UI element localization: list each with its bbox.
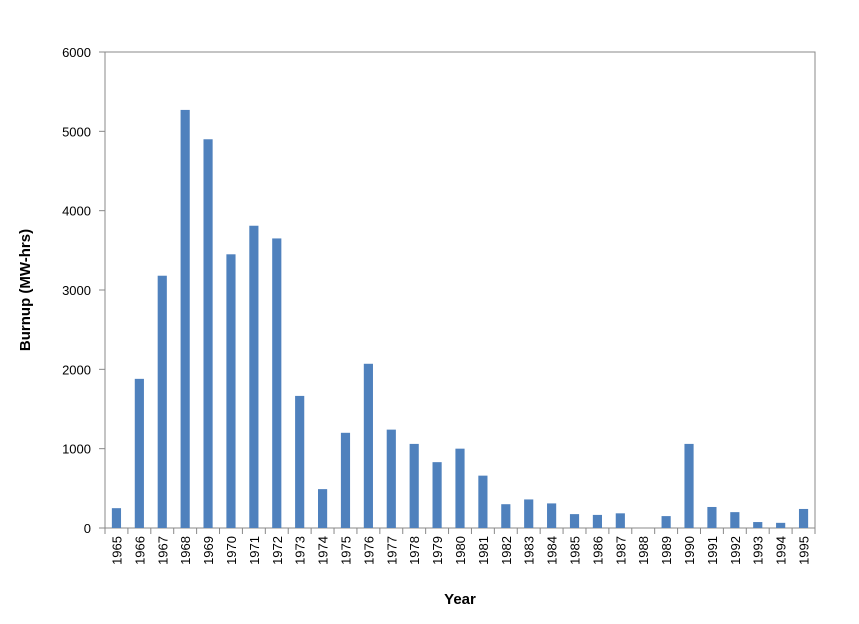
x-tick-label: 1995: [797, 536, 812, 565]
bar: [295, 395, 305, 528]
x-tick-label: 1994: [774, 536, 789, 565]
y-tick-label: 6000: [62, 45, 91, 60]
x-tick-label: 1971: [247, 536, 262, 565]
y-tick-label: 2000: [62, 362, 91, 377]
x-tick-label: 1989: [659, 536, 674, 565]
x-axis-title: Year: [444, 591, 476, 608]
bar: [615, 513, 625, 528]
bar: [547, 503, 557, 528]
y-tick-label: 4000: [62, 204, 91, 219]
bar: [318, 489, 328, 528]
x-tick-label: 1985: [568, 536, 583, 565]
bar: [524, 499, 534, 528]
bar: [157, 275, 167, 528]
x-tick-label: 1974: [316, 536, 331, 565]
bar: [776, 522, 786, 528]
bar: [409, 443, 419, 528]
x-tick-label: 1978: [407, 536, 422, 565]
bar: [455, 448, 465, 528]
bar: [501, 504, 511, 528]
y-tick-label: 3000: [62, 283, 91, 298]
x-tick-label: 1983: [522, 536, 537, 565]
bar: [340, 432, 351, 528]
bar: [707, 506, 717, 528]
x-tick-label: 1981: [476, 536, 491, 565]
bar: [363, 363, 373, 528]
bar: [203, 139, 213, 528]
x-tick-label: 1980: [453, 536, 468, 565]
x-tick-label: 1992: [728, 536, 743, 565]
bar: [478, 475, 488, 528]
bar: [272, 238, 282, 528]
x-tick-label: 1987: [613, 536, 628, 565]
x-tick-label: 1991: [705, 536, 720, 565]
x-tick-label: 1970: [224, 536, 239, 565]
x-tick-label: 1979: [430, 536, 445, 565]
x-tick-label: 1965: [109, 536, 124, 565]
x-tick-label: 1968: [178, 536, 193, 565]
bar: [432, 462, 442, 528]
y-tick-label: 1000: [62, 442, 91, 457]
bar: [180, 109, 190, 528]
x-tick-label: 1990: [682, 536, 697, 565]
bar: [134, 378, 144, 528]
x-tick-label: 1973: [293, 536, 308, 565]
bar: [249, 225, 259, 529]
y-tick-label: 5000: [62, 124, 91, 139]
x-tick-label: 1966: [132, 536, 147, 565]
x-tick-label: 1982: [499, 536, 514, 565]
x-tick-label: 1969: [201, 536, 216, 565]
x-tick-label: 1976: [361, 536, 376, 565]
x-tick-label: 1986: [590, 536, 605, 565]
y-tick-label: 0: [84, 521, 91, 536]
x-tick-label: 1972: [270, 536, 285, 565]
bar: [226, 254, 236, 529]
bar: [661, 516, 671, 528]
bar: [730, 512, 740, 528]
bar: [111, 508, 122, 528]
x-tick-label: 1967: [155, 536, 170, 565]
bar: [798, 508, 809, 528]
bar: [592, 514, 602, 528]
x-tick-label: 1988: [636, 536, 651, 565]
y-axis-title: Burnup (MW-hrs): [17, 229, 34, 351]
x-tick-label: 1977: [384, 536, 399, 565]
bar: [386, 429, 396, 528]
x-tick-label: 1984: [545, 536, 560, 565]
bar: [684, 443, 694, 528]
x-tick-label: 1975: [338, 536, 353, 565]
bar: [753, 522, 763, 528]
x-tick-label: 1993: [751, 536, 766, 565]
bar: [569, 514, 580, 528]
